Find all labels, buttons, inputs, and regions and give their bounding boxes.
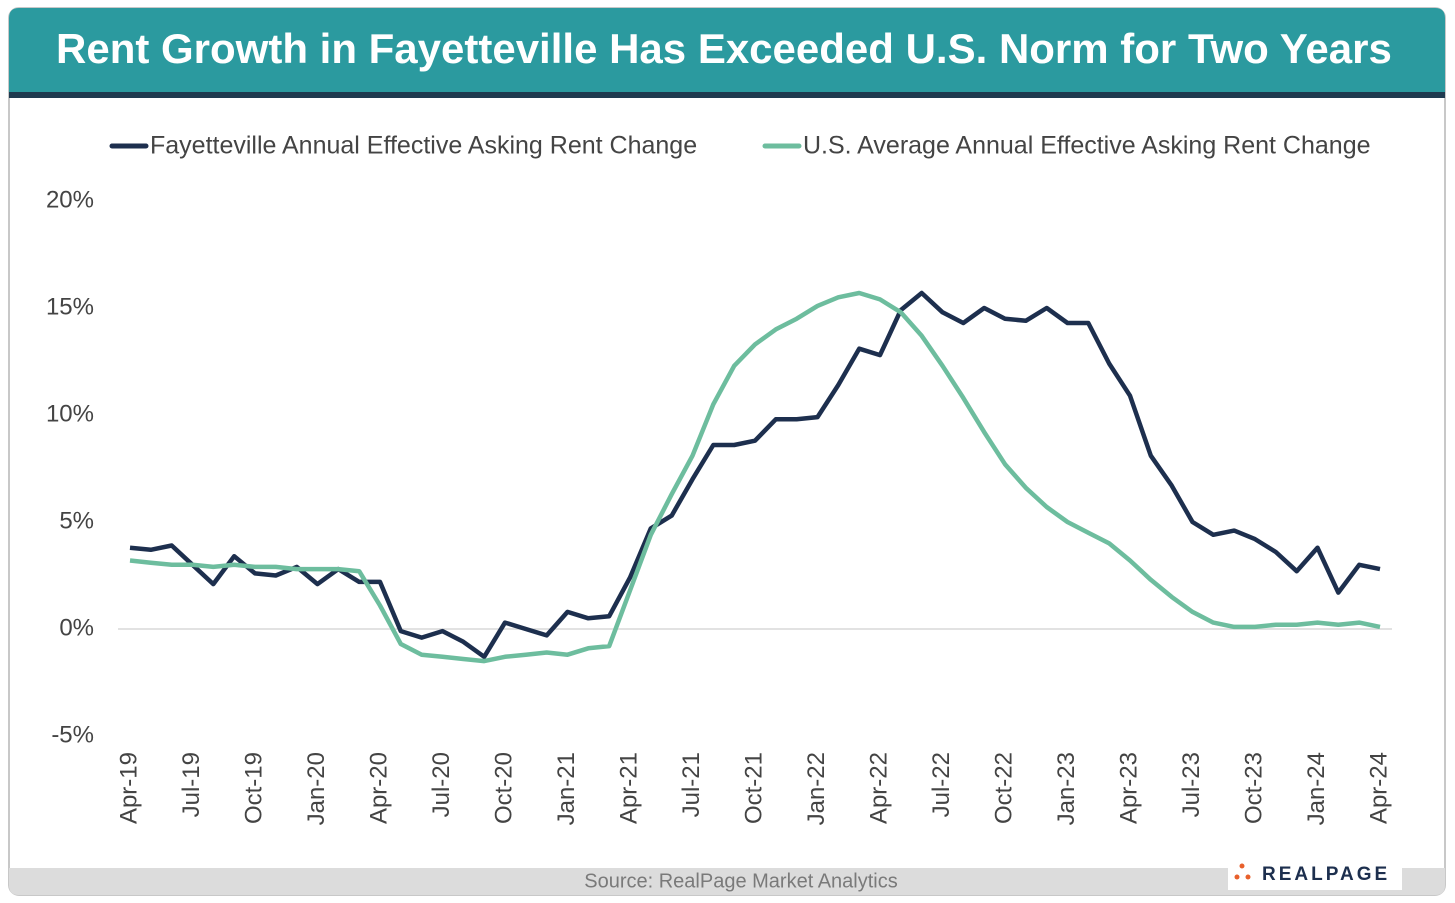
- header: [9, 8, 1445, 92]
- logo-box: [1228, 858, 1402, 890]
- x-tick-label: Jul-20: [428, 752, 455, 817]
- x-tick-label: Oct-19: [240, 752, 267, 824]
- x-tick-label: Jan-22: [803, 752, 830, 825]
- x-tick-label: Jul-22: [928, 752, 955, 817]
- x-tick-label: Oct-20: [490, 752, 517, 824]
- x-tick-label: Jul-21: [678, 752, 705, 817]
- chart-title: Rent Growth in Fayetteville Has Exceeded…: [56, 25, 1392, 72]
- x-tick-label: Apr-19: [115, 752, 142, 824]
- x-tick-label: Oct-22: [990, 752, 1017, 824]
- x-tick-label: Jan-21: [553, 752, 580, 825]
- x-tick-label: Oct-21: [740, 752, 767, 824]
- footer: [9, 868, 1445, 895]
- x-tick-label: Apr-20: [365, 752, 392, 824]
- x-tick-label: Apr-23: [1115, 752, 1142, 824]
- logo-dot: [1239, 863, 1245, 869]
- x-tick-label: Apr-22: [865, 752, 892, 824]
- x-tick-label: Jan-23: [1053, 752, 1080, 825]
- line-series: [129, 290, 1381, 664]
- y-tick-label: 20%: [46, 186, 94, 213]
- y-tick-label: 10%: [46, 400, 94, 427]
- logo-dot: [1245, 874, 1251, 880]
- source: Source: RealPage Market Analytics: [584, 870, 898, 892]
- x-tick-label: Jan-24: [1303, 752, 1330, 825]
- x-tick-label: Apr-24: [1365, 752, 1392, 824]
- header-strip: [9, 92, 1445, 98]
- logo-dot: [1234, 874, 1240, 880]
- y-tick-label: -5%: [51, 721, 94, 748]
- x-tick-label: Jul-23: [1178, 752, 1205, 817]
- x-tick-label: Jan-20: [303, 752, 330, 825]
- legend-label: Fayetteville Annual Effective Asking Ren…: [150, 132, 697, 160]
- y-tick-label: 0%: [59, 614, 94, 641]
- x-tick-label: Apr-21: [615, 752, 642, 824]
- legend-label: U.S. Average Annual Effective Asking Ren…: [803, 132, 1371, 160]
- logo: REALPAGE: [1262, 864, 1390, 885]
- y-tick-label: 5%: [59, 507, 94, 534]
- x-tick-label: Oct-23: [1240, 752, 1267, 824]
- plot: 20% 15% 10% 5% 0% -5% Apr-19 Jul-19 Oct-19 Jan-20…: [46, 132, 1392, 826]
- y-tick-label: 15%: [46, 293, 94, 320]
- x-tick-label: Jul-19: [178, 752, 205, 817]
